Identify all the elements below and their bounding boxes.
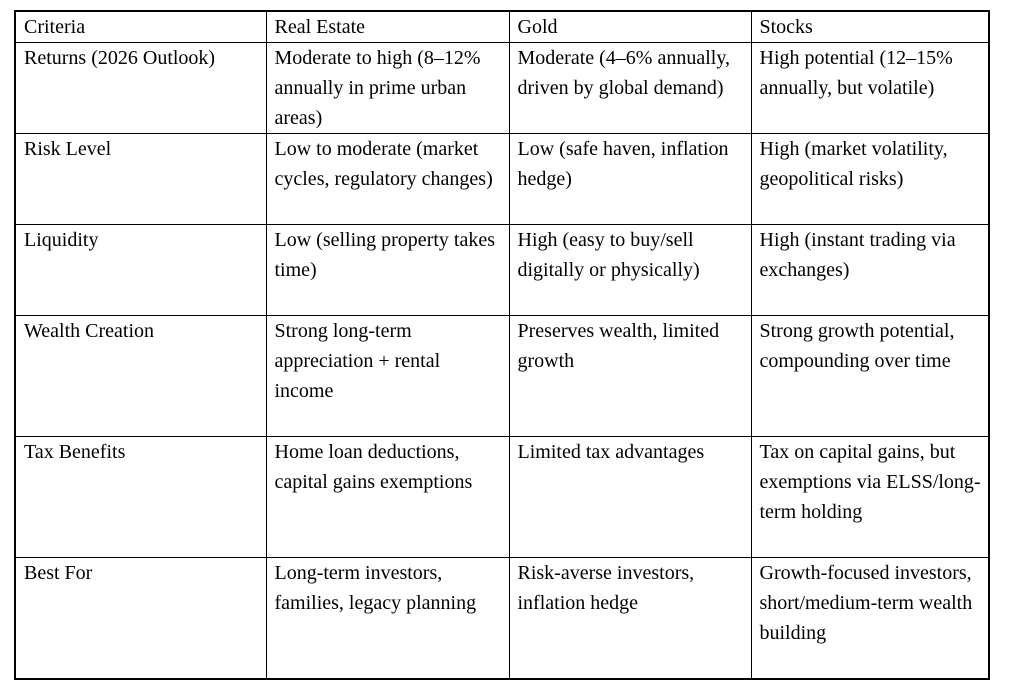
cell-real-estate: Low to moderate (market cycles, regulato… bbox=[265, 133, 510, 225]
header-cell-criteria: Criteria bbox=[14, 10, 267, 43]
cell-stocks: High potential (12–15% annually, but vol… bbox=[750, 42, 990, 134]
investment-comparison-table: Criteria Real Estate Gold Stocks Returns… bbox=[14, 10, 990, 680]
header-cell-real-estate: Real Estate bbox=[265, 10, 510, 43]
table-row-wealth-creation: Wealth Creation Strong long-term appreci… bbox=[14, 315, 990, 437]
cell-stocks: High (market volatility, geopolitical ri… bbox=[750, 133, 990, 225]
cell-criteria: Liquidity bbox=[14, 224, 267, 316]
cell-criteria: Risk Level bbox=[14, 133, 267, 225]
header-cell-stocks: Stocks bbox=[750, 10, 990, 43]
table-row-liquidity: Liquidity Low (selling property takes ti… bbox=[14, 224, 990, 316]
cell-gold: Preserves wealth, limited growth bbox=[508, 315, 752, 437]
header-cell-gold: Gold bbox=[508, 10, 752, 43]
cell-criteria: Tax Benefits bbox=[14, 436, 267, 558]
cell-real-estate: Long-term investors, families, legacy pl… bbox=[265, 557, 510, 679]
cell-gold: Low (safe haven, inflation hedge) bbox=[508, 133, 752, 225]
cell-real-estate: Moderate to high (8–12% annually in prim… bbox=[265, 42, 510, 134]
cell-stocks: High (instant trading via exchanges) bbox=[750, 224, 990, 316]
cell-stocks: Growth-focused investors, short/medium-t… bbox=[750, 557, 990, 679]
table-row-tax-benefits: Tax Benefits Home loan deductions, capit… bbox=[14, 436, 990, 558]
cell-real-estate: Low (selling property takes time) bbox=[265, 224, 510, 316]
table-row-best-for: Best For Long-term investors, families, … bbox=[14, 557, 990, 679]
cell-gold: Risk-averse investors, inflation hedge bbox=[508, 557, 752, 679]
cell-criteria: Best For bbox=[14, 557, 267, 679]
cell-gold: Limited tax advantages bbox=[508, 436, 752, 558]
header-row: Criteria Real Estate Gold Stocks bbox=[14, 10, 990, 43]
cell-stocks: Strong growth potential, compounding ove… bbox=[750, 315, 990, 437]
cell-real-estate: Strong long-term appreciation + rental i… bbox=[265, 315, 510, 437]
cell-criteria: Returns (2026 Outlook) bbox=[14, 42, 267, 134]
cell-gold: High (easy to buy/sell digitally or phys… bbox=[508, 224, 752, 316]
table-row-risk-level: Risk Level Low to moderate (market cycle… bbox=[14, 133, 990, 225]
table-row-returns: Returns (2026 Outlook) Moderate to high … bbox=[14, 42, 990, 134]
cell-real-estate: Home loan deductions, capital gains exem… bbox=[265, 436, 510, 558]
cell-gold: Moderate (4–6% annually, driven by globa… bbox=[508, 42, 752, 134]
cell-criteria: Wealth Creation bbox=[14, 315, 267, 437]
cell-stocks: Tax on capital gains, but exemptions via… bbox=[750, 436, 990, 558]
